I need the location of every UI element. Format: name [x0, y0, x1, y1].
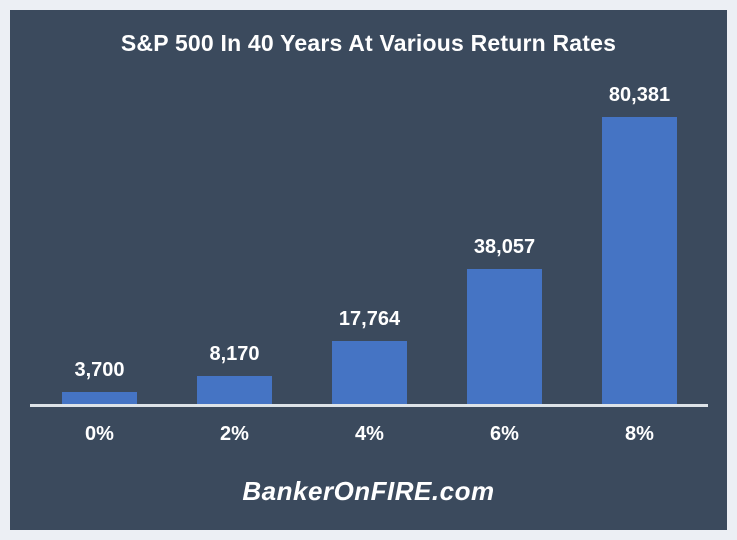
- bar-6%: [467, 269, 542, 405]
- x-axis-line: [30, 404, 708, 407]
- bar-value-label-0%: 3,700: [74, 359, 125, 381]
- x-tick-label-6%: 6%: [490, 423, 519, 445]
- x-tick-label-0%: 0%: [85, 423, 114, 445]
- x-tick-label-2%: 2%: [220, 423, 249, 445]
- bar-8%: [602, 117, 677, 405]
- chart-title: S&P 500 In 40 Years At Various Return Ra…: [120, 30, 617, 56]
- bar-4%: [332, 341, 407, 405]
- watermark-text: BankerOnFIRE.com: [242, 476, 495, 506]
- bar-value-label-8%: 80,381: [608, 84, 671, 106]
- bar-value-label-6%: 38,057: [473, 236, 536, 258]
- bar-2%: [197, 376, 272, 405]
- bar-value-label-2%: 8,170: [209, 343, 260, 365]
- bar-value-label-4%: 17,764: [338, 308, 401, 330]
- x-tick-label-4%: 4%: [355, 423, 384, 445]
- plot-area: S&P 500 In 40 Years At Various Return Ra…: [10, 10, 727, 530]
- x-tick-label-8%: 8%: [625, 423, 654, 445]
- bar-0%: [62, 392, 137, 405]
